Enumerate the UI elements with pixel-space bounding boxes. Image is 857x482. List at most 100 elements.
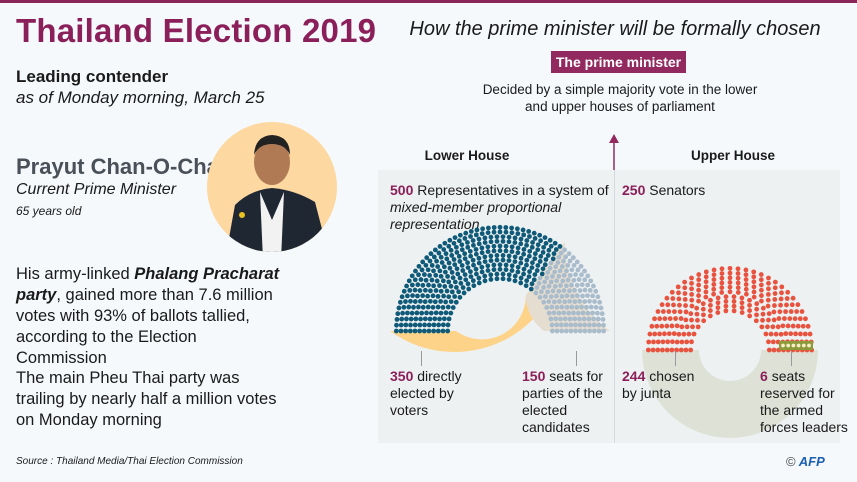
party-list-seat [564,304,570,310]
junta-seat [673,316,678,321]
party-list-seat [581,316,587,322]
junta-seat [662,331,667,337]
elected-seat [509,230,515,236]
junta-seat [778,302,783,308]
junta-seat [669,347,675,353]
party-list-seat [582,328,588,334]
party-name: Phalang Pracharat party [16,265,280,304]
elected-seat [457,294,463,300]
junta-seat [719,290,725,295]
party-list-seat [546,283,552,289]
elected-seat [473,266,479,272]
elected-seat [465,265,471,271]
elected-seat [465,240,470,245]
junta-seat [727,270,733,276]
junta-seat [723,299,729,304]
elected-seat [441,264,447,270]
junta-seat [711,272,717,278]
party-list-seat [568,322,574,328]
elected-seat [473,232,479,238]
junta-seat [674,339,680,345]
elected-seat [480,226,486,232]
elected-seat [532,272,538,278]
party-list-seat [536,280,542,286]
junta-seat [758,282,764,288]
elected-seat [443,310,449,316]
junta-seat [646,339,652,345]
junta-seat [708,302,713,308]
junta-seat [689,303,695,309]
elected-seat [540,249,546,255]
elected-seat [429,262,435,268]
elected-seat [428,310,434,316]
elected-seat [444,256,450,262]
elected-seat [482,278,488,284]
junta-seat [650,347,656,353]
prime-minister-box: The prime minister [551,51,686,73]
junta-seat [743,286,749,292]
junta-seat [694,305,700,311]
elected-seat [527,248,533,254]
party-list-seat [596,328,602,334]
elected-seat [530,240,535,245]
junta-seat [760,317,765,323]
pointer-line [791,351,792,366]
elected-seat [419,310,425,316]
elected-seat [459,242,465,248]
elected-seat [535,263,541,268]
party-list-seat [538,289,544,295]
elected-seat [474,271,479,277]
party-list-seat [566,310,572,316]
as-of-date: as of Monday morning, March 25 [16,88,265,107]
armed-forces-box [779,341,813,350]
elected-seat [468,269,473,275]
junta-seat [798,331,803,337]
elected-seat [410,293,415,298]
elected-seat [532,236,538,241]
party-list-seat [572,287,578,293]
elected-seat [416,272,421,278]
junta-seat [652,331,658,337]
party-list-seat [572,316,578,322]
junta-seat [689,339,694,345]
elected-seat [553,247,559,252]
party-list-seat [556,254,562,260]
elected-seat [413,316,419,322]
elected-seat [446,243,452,249]
elected-seat [409,310,415,316]
elected-seat [415,293,420,299]
elected-seat [447,237,453,243]
candidate-photo [207,122,337,252]
elected-seat [463,277,469,283]
junta-seat [773,331,779,337]
elected-seat [476,260,482,266]
elected-seat [512,259,518,264]
elected-seat [426,322,432,328]
elected-seat [440,328,446,334]
elected-seat [415,282,421,288]
paragraph-text: , gained more than 7.6 million votes wit… [16,286,273,367]
elected-seat [473,251,479,257]
junta-seat [779,284,785,290]
elected-seat [442,269,448,275]
elected-seat [503,225,509,230]
elected-seat [452,262,458,268]
elected-seat [494,257,500,263]
junta-seat [676,290,681,296]
junta-seat [655,347,661,353]
junta-seat [696,282,702,288]
elected-seat [537,259,543,264]
elected-seat [479,231,485,237]
junta-seat [677,309,683,315]
junta-seat [707,308,713,313]
elected-seat [422,299,428,305]
elected-seat [457,275,463,281]
elected-seat [506,258,512,263]
party-list-seat [541,299,547,305]
party-list-seat [537,275,543,281]
party-list-seat [548,260,554,266]
junta-seat [743,267,749,273]
party-list-seat [558,316,563,322]
elected-seat [399,316,405,322]
junta-seat [682,291,688,296]
